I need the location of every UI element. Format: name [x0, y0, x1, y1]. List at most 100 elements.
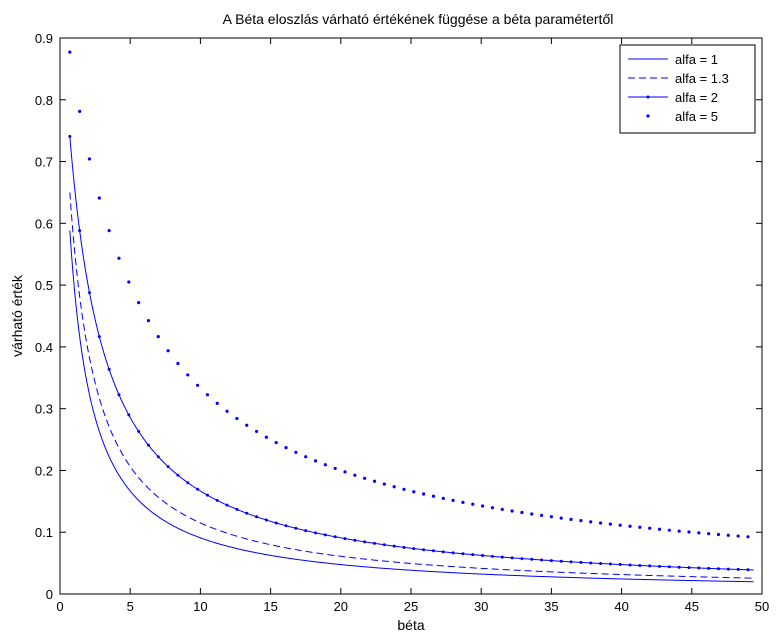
data-point [746, 535, 750, 539]
data-point [736, 567, 740, 571]
axis-ticks: 0 5 10 15 20 25 30 35 40 45 50 0 0.1 0.2 0.3 0.4 0.5 0.6 0… [35, 31, 769, 614]
data-point [461, 552, 465, 556]
data-point [707, 532, 711, 536]
data-point [687, 530, 691, 534]
data-point [441, 550, 445, 554]
data-point [510, 556, 514, 560]
data-point [225, 409, 229, 413]
data-point [294, 450, 298, 454]
data-point [137, 429, 141, 433]
data-point [648, 564, 652, 568]
data-point [667, 565, 671, 569]
data-point [166, 349, 170, 353]
data-point [353, 538, 357, 542]
data-point [186, 481, 190, 485]
data-point [245, 423, 249, 427]
x-tick-label: 10 [193, 599, 207, 614]
data-point [235, 507, 239, 511]
data-point [687, 566, 691, 570]
x-tick-label: 35 [544, 599, 558, 614]
data-point [677, 565, 681, 569]
data-point [363, 540, 367, 544]
data-point [274, 521, 278, 525]
data-point [569, 560, 573, 564]
data-point [549, 515, 554, 519]
data-point [264, 518, 268, 522]
data-point [422, 492, 426, 496]
data-point [481, 504, 485, 508]
data-point [78, 109, 82, 113]
data-point [97, 335, 101, 339]
y-tick-label: 0 [46, 587, 53, 602]
y-tick-label: 0.6 [35, 216, 53, 231]
data-point [589, 561, 593, 565]
data-point [490, 506, 495, 510]
data-point [87, 157, 92, 161]
data-point [205, 493, 209, 497]
data-point [363, 476, 367, 480]
data-point [559, 559, 563, 563]
data-point [284, 524, 288, 528]
data-point [657, 527, 662, 531]
data-point [451, 498, 455, 502]
data-point [343, 537, 347, 541]
data-point [697, 531, 701, 535]
data-point [628, 524, 632, 528]
x-tick-label: 25 [404, 599, 418, 614]
plot-area [68, 50, 754, 583]
data-point [323, 533, 327, 537]
data-point [579, 519, 583, 523]
data-point [716, 532, 721, 537]
data-point [176, 473, 180, 477]
data-point [726, 533, 730, 537]
data-point [500, 555, 504, 559]
x-tick-label: 50 [755, 599, 769, 614]
data-point [225, 503, 229, 507]
data-point [294, 526, 298, 530]
data-point [215, 401, 219, 405]
data-point [412, 547, 416, 551]
data-point [589, 520, 593, 524]
data-point [697, 566, 701, 570]
data-point [402, 487, 406, 491]
y-tick-label: 0.9 [35, 31, 53, 46]
data-point [638, 525, 642, 529]
data-point [146, 443, 150, 447]
data-point [313, 459, 318, 463]
chart-title: A Béta eloszlás várható értékének függés… [223, 11, 614, 27]
data-point [471, 553, 475, 557]
data-point [431, 549, 435, 553]
data-point [392, 544, 396, 548]
data-point [441, 496, 445, 500]
legend-label: alfa = 5 [675, 109, 718, 124]
y-axis-label: várható érték [9, 274, 25, 357]
data-point [195, 383, 200, 387]
data-point [166, 465, 170, 469]
data-point [127, 413, 131, 417]
data-point [707, 566, 711, 570]
legend-label: alfa = 2 [675, 90, 718, 105]
data-point [127, 280, 131, 284]
data-point [68, 134, 72, 138]
x-tick-label: 20 [334, 599, 348, 614]
y-tick-label: 0.7 [35, 155, 53, 170]
y-tick-label: 0.1 [35, 525, 53, 540]
y-tick-label: 0.4 [35, 340, 53, 355]
data-point [333, 466, 337, 471]
data-point [530, 557, 534, 561]
data-point [107, 229, 111, 233]
data-point [648, 526, 652, 530]
data-point [539, 513, 544, 518]
data-point [215, 498, 219, 502]
data-point [471, 502, 475, 506]
data-point [608, 562, 612, 566]
data-point [451, 551, 455, 555]
data-point [97, 196, 101, 200]
data-point [726, 567, 730, 571]
data-point [392, 485, 396, 489]
series-line-0 [69, 230, 754, 583]
data-point [530, 512, 534, 516]
data-point [107, 367, 111, 371]
data-point [353, 473, 357, 477]
